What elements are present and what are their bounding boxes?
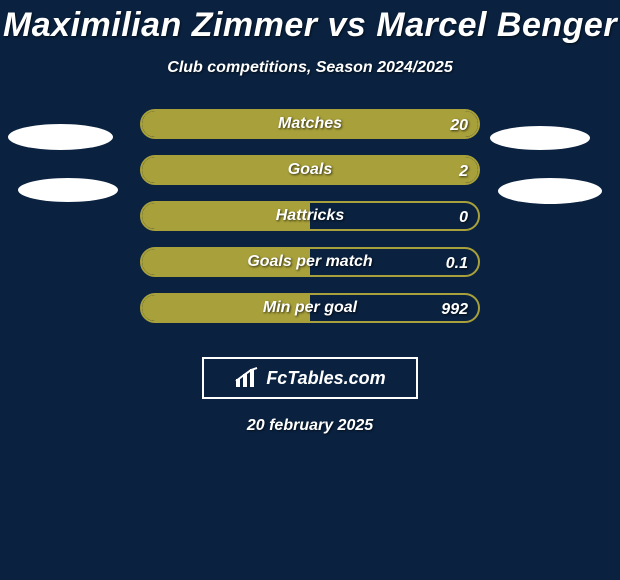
- stat-bar-track: 20: [140, 109, 480, 139]
- stat-row: 0.1 Goals per match: [0, 247, 620, 293]
- stat-right-value: 2: [459, 157, 468, 185]
- stat-bar-fill: [142, 295, 310, 321]
- stat-bar-track: 2: [140, 155, 480, 185]
- stat-right-value: 992: [441, 295, 468, 323]
- comparison-chart: 20 Matches 2 Goals 0 Hattricks 0.1 Goals…: [0, 109, 620, 339]
- stat-bar-track: 0.1: [140, 247, 480, 277]
- stat-row: 20 Matches: [0, 109, 620, 155]
- stat-row: 2 Goals: [0, 155, 620, 201]
- page-title: Maximilian Zimmer vs Marcel Benger: [0, 0, 620, 45]
- stat-left-value: [0, 293, 140, 323]
- stat-right-value: 20: [450, 111, 468, 139]
- stat-right-value: 0.1: [446, 249, 468, 277]
- stat-bar-fill: [142, 157, 478, 183]
- stat-bar-fill: [142, 203, 310, 229]
- chart-icon: [234, 367, 260, 389]
- logo[interactable]: FcTables.com: [202, 357, 418, 399]
- stat-left-value: [0, 155, 140, 185]
- subtitle: Club competitions, Season 2024/2025: [0, 59, 620, 77]
- stat-left-value: [0, 247, 140, 277]
- stat-bar-fill: [142, 111, 478, 137]
- stat-bar-track: 992: [140, 293, 480, 323]
- stat-right-value: 0: [459, 203, 468, 231]
- logo-text: FcTables.com: [266, 368, 385, 389]
- stat-bar-fill: [142, 249, 310, 275]
- stat-row: 0 Hattricks: [0, 201, 620, 247]
- date-label: 20 february 2025: [0, 417, 620, 435]
- stat-left-value: [0, 109, 140, 139]
- stat-left-value: [0, 201, 140, 231]
- stat-row: 992 Min per goal: [0, 293, 620, 339]
- stat-bar-track: 0: [140, 201, 480, 231]
